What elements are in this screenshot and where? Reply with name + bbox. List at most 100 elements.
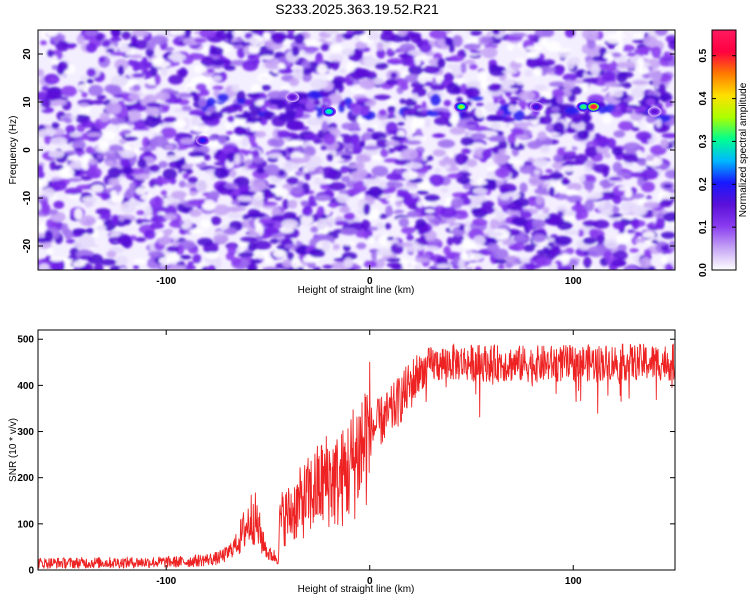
heatmap-cell [270, 216, 285, 222]
heatmap-cell [492, 248, 509, 260]
heatmap-cell [631, 204, 648, 216]
heatmap-cell [473, 235, 486, 246]
heatmap-cell [505, 262, 513, 269]
heatmap-cell [353, 108, 360, 114]
heatmap-cell [400, 185, 418, 190]
heatmap-cell [422, 109, 428, 114]
heatmap-cell [363, 180, 371, 187]
heatmap-cell [508, 242, 525, 252]
heatmap-cell [271, 137, 285, 148]
heatmap-cell [217, 93, 230, 103]
heatmap-cell [376, 139, 390, 149]
heatmap-cell [610, 109, 624, 118]
heatmap-cell [105, 160, 115, 166]
heatmap-cell [616, 71, 628, 83]
heatmap-cell [320, 43, 330, 52]
heatmap-cell [603, 152, 611, 159]
heatmap-cell [152, 60, 171, 68]
heatmap-cell [497, 264, 505, 270]
heatmap-cell [608, 176, 622, 181]
heatmap-cell [658, 83, 667, 96]
heatmap-cell [189, 190, 198, 197]
heatmap-cell [213, 234, 229, 244]
heatmap-cell [634, 238, 647, 243]
heatmap-cell [563, 150, 577, 156]
heatmap-cell [484, 102, 500, 112]
heatmap-cell [253, 251, 271, 259]
heatmap-cell [51, 55, 58, 64]
heatmap-cell [67, 177, 82, 182]
heatmap-cell [320, 145, 327, 151]
heatmap-cell [328, 54, 344, 62]
heatmap-cell [291, 186, 303, 195]
heatmap-cell [386, 196, 404, 202]
heatmap-cell [108, 236, 125, 242]
heatmap-cell [322, 264, 334, 269]
heatmap-cell [495, 109, 504, 116]
y-tick-label: 10 [22, 96, 33, 108]
heatmap-cell [189, 228, 204, 235]
heatmap-cell [99, 211, 112, 220]
heatmap-cell [565, 189, 579, 195]
heatmap-cell [366, 127, 375, 133]
heatmap-hotspot [195, 135, 210, 146]
heatmap-cell [489, 218, 499, 230]
heatmap-cell [474, 266, 482, 270]
heatmap-cell [352, 143, 363, 155]
heatmap-cell [144, 115, 160, 128]
heatmap-cell [195, 83, 207, 92]
heatmap-cell [50, 180, 67, 191]
heatmap-cell [319, 166, 338, 179]
heatmap-cell [471, 132, 487, 140]
heatmap-cell [539, 114, 553, 125]
heatmap-cell [437, 139, 455, 149]
heatmap-cell [522, 115, 538, 121]
heatmap-cell [146, 102, 162, 108]
heatmap-cell [109, 117, 126, 125]
heatmap-cell [355, 154, 370, 163]
heatmap-cell [264, 111, 273, 119]
heatmap-cell [324, 206, 331, 216]
heatmap-cell [163, 213, 177, 221]
heatmap-cell [452, 64, 462, 77]
y-tick-label: -10 [22, 190, 33, 205]
heatmap-cell [191, 115, 200, 127]
heatmap-cell [590, 36, 599, 41]
heatmap-cell [162, 168, 178, 180]
heatmap-cell [368, 186, 384, 198]
hotspot-ring [652, 109, 658, 114]
heatmap-cell [260, 201, 278, 206]
heatmap-cell [386, 47, 394, 56]
heatmap-cell [562, 73, 578, 82]
heatmap-hotspot [647, 106, 662, 117]
heatmap-cell [178, 180, 186, 188]
heatmap-cell [526, 219, 533, 230]
heatmap-cell [538, 175, 553, 181]
heatmap-cell [531, 158, 549, 167]
heatmap-cell [248, 36, 257, 44]
heatmap-cell [307, 260, 316, 269]
heatmap-cell [664, 263, 673, 270]
heatmap-cell [626, 229, 635, 234]
heatmap-cell [505, 210, 520, 216]
heatmap-cell [378, 213, 388, 219]
heatmap-cell [105, 153, 123, 160]
heatmap-cell [406, 233, 414, 242]
heatmap-cell [38, 128, 57, 136]
heatmap-cell [583, 182, 595, 191]
heatmap-cell [170, 52, 183, 63]
heatmap-cell [44, 230, 54, 243]
heatmap-cell [187, 176, 198, 184]
heatmap-cell [263, 227, 280, 235]
heatmap-cell [492, 152, 509, 165]
heatmap-cell [86, 68, 97, 78]
heatmap-cell [226, 206, 242, 213]
heatmap-cell [510, 84, 524, 89]
heatmap-cell [192, 253, 202, 264]
hotspot-ring [200, 138, 206, 143]
heatmap-cell [444, 164, 451, 170]
heatmap-cell [561, 177, 569, 186]
y-tick-label: 0 [28, 566, 34, 577]
heatmap-cell [45, 218, 57, 230]
heatmap-cell [630, 172, 648, 178]
